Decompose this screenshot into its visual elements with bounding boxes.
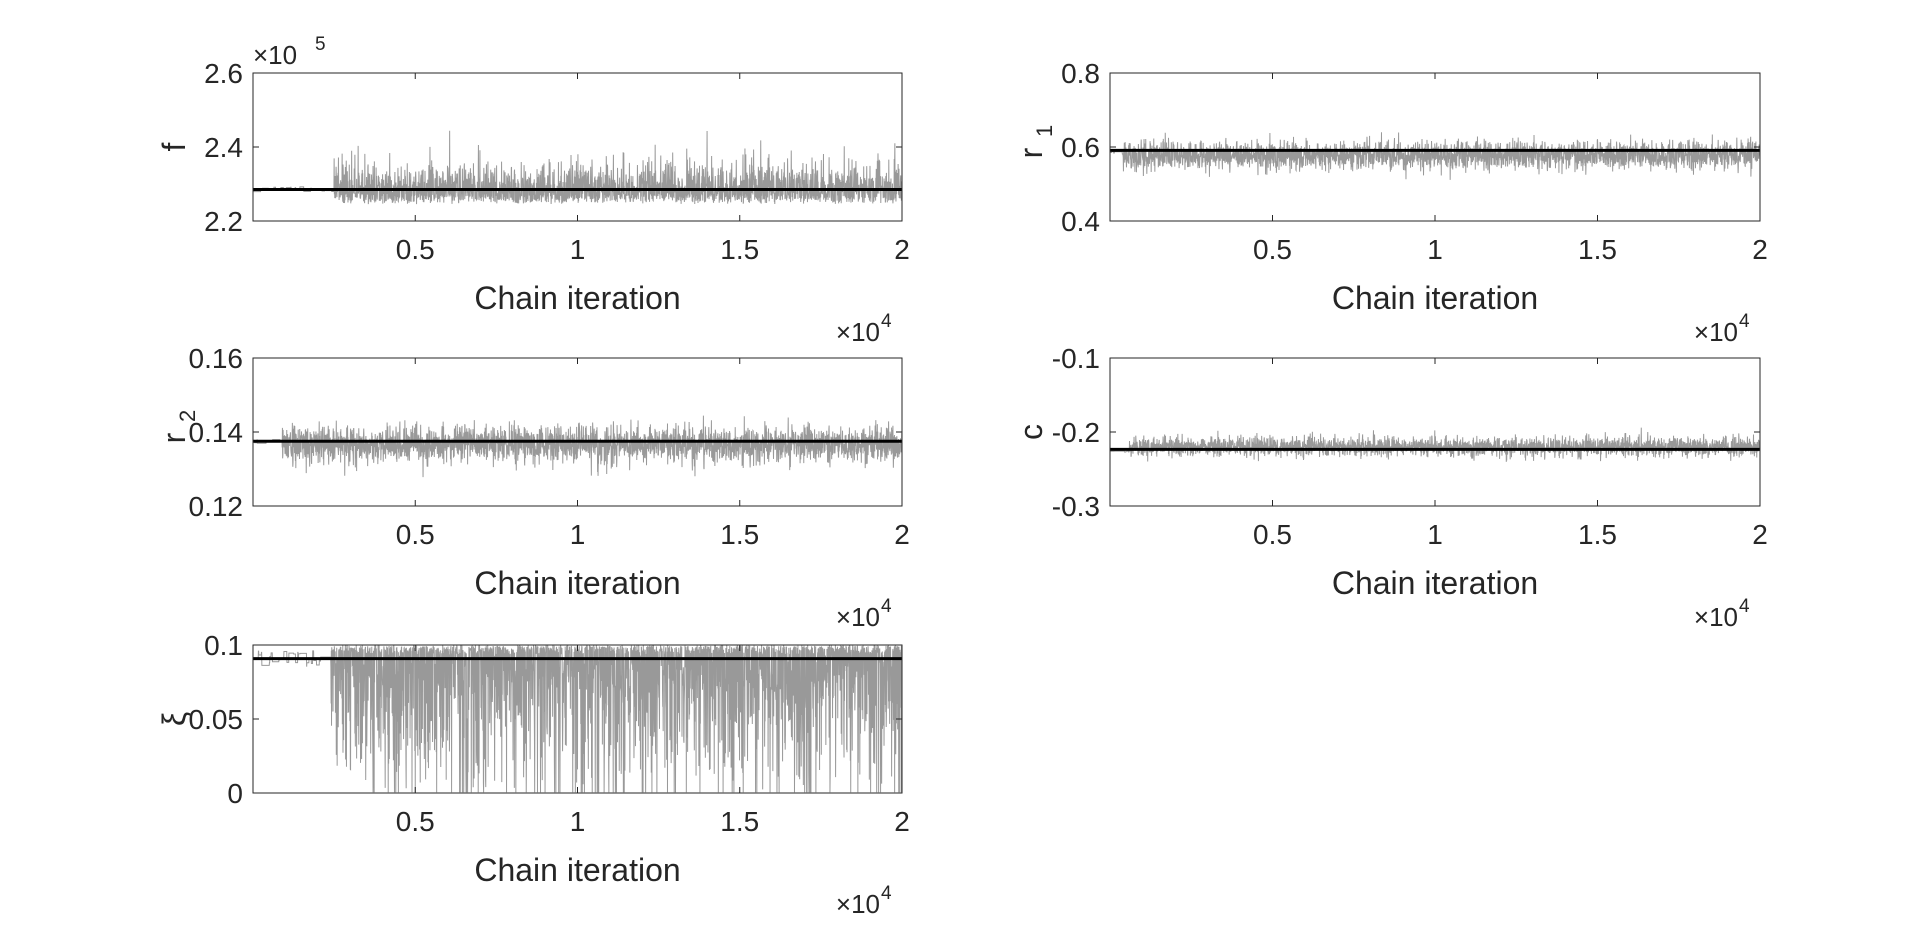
x-tick-label: 2 [894,519,910,550]
x-tick-label: 2 [1752,234,1768,265]
x-tick-label: 0.5 [396,234,435,265]
x-exponent-label: ×10 [836,602,880,632]
y-tick-label: 0.16 [189,343,244,374]
trace-panel-4: 0.5 1 1.5 2 -0.3 -0.2 -0.1 Chain iteration ×10 4 c [1013,343,1768,632]
y-axis-label: r [1013,147,1049,158]
x-tick-label: 1.5 [720,519,759,550]
y-tick-label: 0.1 [204,630,243,661]
y-axis-label-group: c [1013,424,1049,440]
x-tick-label: 2 [894,806,910,837]
y-axis-label: ξ [156,712,192,726]
x-tick-label: 1 [1427,519,1443,550]
y-axis-label-group: f [156,142,192,151]
y-tick-label: 0.6 [1061,132,1100,163]
x-exponent-label: ×10 [1694,602,1738,632]
y-axis-label-group: r1 [1013,125,1057,159]
x-exponent-label: ×10 [1694,317,1738,347]
y-tick-label: 0.12 [189,491,244,522]
x-exponent-power: 4 [1739,311,1750,332]
y-axis-label: c [1013,424,1049,440]
y-axis-label-subscript: 1 [1032,125,1057,137]
y-tick-label: 0 [227,778,243,809]
y-tick-label: 0.4 [1061,206,1100,237]
x-axis-label: Chain iteration [474,852,680,888]
y-tick-label: 2.2 [204,206,243,237]
y-axis-label: r [156,432,192,443]
x-tick-label: 0.5 [1253,234,1292,265]
y-axis-label-group: r2 [156,410,200,444]
y-tick-label: 2.4 [204,132,243,163]
y-tick-label: 0.14 [189,417,244,448]
x-tick-label: 1 [570,519,586,550]
x-tick-label: 1 [1427,234,1443,265]
trace-panel-5: 0.5 1 1.5 2 0 0.05 0.1 Chain iteration ×10 4 ξ [156,630,910,919]
x-axis-label: Chain iteration [474,565,680,601]
y-tick-label: 0.8 [1061,58,1100,89]
x-axis-label: Chain iteration [1332,565,1538,601]
y-tick-label: -0.2 [1052,417,1100,448]
x-exponent-power: 4 [881,596,892,617]
x-tick-label: 0.5 [1253,519,1292,550]
x-axis-label: Chain iteration [1332,280,1538,316]
x-tick-label: 0.5 [396,519,435,550]
x-exponent-power: 4 [881,883,892,904]
x-exponent-label: ×10 [836,317,880,347]
x-tick-label: 0.5 [396,806,435,837]
plot-area [253,358,902,506]
y-axis-label: f [156,142,192,151]
y-axis-label-group: ξ [156,712,192,726]
mcmc-trace-line [253,645,902,793]
x-exponent-power: 4 [1739,596,1750,617]
mcmc-trace-line [1110,132,1760,180]
x-tick-label: 1 [570,234,586,265]
y-tick-label: -0.1 [1052,343,1100,374]
y-tick-label: 2.6 [204,58,243,89]
trace-panel-3: 0.5 1 1.5 2 0.12 0.14 0.16 Chain iteration ×10 4 r… [156,343,910,632]
x-tick-label: 1.5 [1578,519,1617,550]
x-tick-label: 1.5 [720,234,759,265]
x-exponent-label: ×10 [836,889,880,919]
x-tick-label: 2 [1752,519,1768,550]
x-tick-label: 1 [570,806,586,837]
y-exponent-label: ×10 [253,40,297,70]
y-tick-label: 0.05 [189,704,244,735]
mcmc-trace-line [253,415,902,478]
x-tick-label: 1.5 [720,806,759,837]
x-exponent-power: 4 [881,311,892,332]
y-axis-label-subscript: 2 [175,410,200,422]
y-exponent-power: 5 [315,34,326,55]
y-tick-label: -0.3 [1052,491,1100,522]
x-tick-label: 2 [894,234,910,265]
x-tick-label: 1.5 [1578,234,1617,265]
x-axis-label: Chain iteration [474,280,680,316]
